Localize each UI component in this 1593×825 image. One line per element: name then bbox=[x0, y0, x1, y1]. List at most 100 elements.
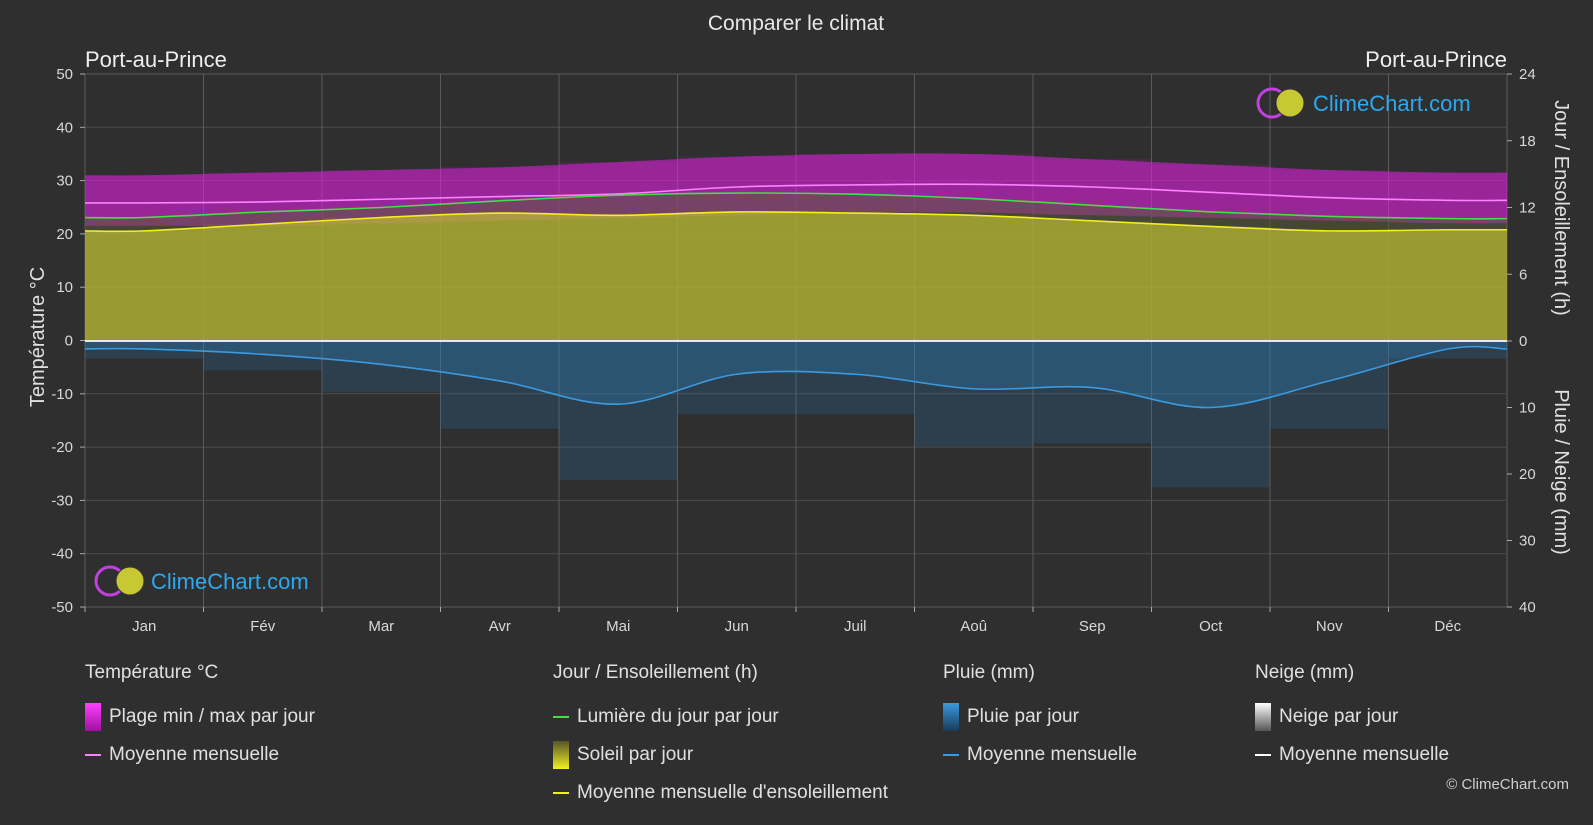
legend-item-sunshine: Soleil par jour bbox=[553, 736, 888, 774]
rain-bar bbox=[1151, 341, 1270, 488]
rain-bar bbox=[1270, 341, 1389, 429]
series-lines bbox=[84, 183, 1508, 409]
legend-item-temp-range: Plage min / max par jour bbox=[85, 698, 315, 736]
rain-bar bbox=[914, 341, 1033, 447]
legend-label: Pluie par jour bbox=[967, 706, 1079, 727]
x-tick-label: Jun bbox=[725, 618, 749, 635]
sunshine-area-fill bbox=[85, 211, 1507, 341]
copyright-text: © ClimeChart.com bbox=[1446, 776, 1569, 793]
legend-snow: Neige (mm) Neige par jour Moyenne mensue… bbox=[1255, 662, 1449, 774]
rain-bar bbox=[203, 341, 322, 371]
sunshine-mean-line bbox=[84, 211, 1508, 233]
legend-label: Plage min / max par jour bbox=[109, 706, 315, 727]
legend-label: Lumière du jour par jour bbox=[577, 706, 779, 727]
y-right-bottom-tick-label: 20 bbox=[1519, 466, 1536, 483]
axes: 50 40 30 20 10 0 -10 -20 -30 -40 -50 24 18 12 6 0 10 20 30… bbox=[51, 66, 1535, 635]
legend-label: Soleil par jour bbox=[577, 744, 694, 765]
y-left-tick-label: 10 bbox=[56, 279, 73, 296]
brand-logo-top: ClimeChart.com bbox=[1256, 87, 1471, 119]
y-left-tick-label: 30 bbox=[56, 173, 73, 190]
legend-temperature: Température °C Plage min / max par jour … bbox=[85, 662, 315, 774]
rain-bar bbox=[440, 341, 559, 429]
rain-bar bbox=[796, 341, 915, 415]
legend-rain: Pluie (mm) Pluie par jour Moyenne mensue… bbox=[943, 662, 1137, 774]
y-right-bottom-tick-label: 10 bbox=[1519, 400, 1536, 417]
x-tick-label: Jan bbox=[132, 618, 156, 635]
sunshine-bar bbox=[440, 213, 559, 341]
x-tick-label: Mar bbox=[368, 618, 394, 635]
rain-bar bbox=[322, 341, 441, 393]
legend-item-rain-mean: Moyenne mensuelle bbox=[943, 736, 1137, 774]
legend-title-sun: Jour / Ensoleillement (h) bbox=[553, 662, 758, 683]
legend-label: Moyenne mensuelle bbox=[967, 744, 1138, 765]
x-tick-label: Nov bbox=[1316, 618, 1343, 635]
logo-sun-icon bbox=[115, 566, 145, 596]
legend-label: Moyenne mensuelle bbox=[109, 744, 280, 765]
sunshine-bar bbox=[677, 211, 796, 341]
y-left-tick-label: -10 bbox=[51, 386, 73, 403]
location-left: Port-au-Prince bbox=[85, 47, 227, 72]
y-left-tick-label: 50 bbox=[56, 66, 73, 83]
logo-text: ClimeChart.com bbox=[151, 569, 309, 594]
sunshine-bar bbox=[322, 217, 441, 341]
sunshine-bar bbox=[559, 215, 678, 341]
sunshine-area bbox=[85, 192, 1507, 341]
x-tick-label: Avr bbox=[489, 618, 511, 635]
legend-item-sunshine-mean: Moyenne mensuelle d'ensoleillement bbox=[553, 774, 888, 812]
y-right-top-tick-label: 0 bbox=[1519, 333, 1527, 350]
snow-mean-swatch bbox=[1255, 754, 1271, 756]
sunshine-swatch bbox=[553, 741, 569, 769]
x-tick-label: Mai bbox=[606, 618, 630, 635]
location-right: Port-au-Prince bbox=[1365, 47, 1507, 72]
temp-range-swatch bbox=[85, 703, 101, 731]
x-tick-label: Fév bbox=[250, 618, 276, 635]
legend-item-temp-mean: Moyenne mensuelle bbox=[85, 736, 315, 774]
snow-swatch bbox=[1255, 703, 1271, 731]
x-tick-label: Oct bbox=[1199, 618, 1223, 635]
sunshine-bar bbox=[796, 213, 915, 341]
y-right-top-tick-label: 6 bbox=[1519, 266, 1527, 283]
y-axis-right-bottom-label: Pluie / Neige (mm) bbox=[1550, 389, 1572, 555]
legend-item-rain: Pluie par jour bbox=[943, 698, 1137, 736]
rain-bar bbox=[559, 341, 678, 480]
y-left-tick-label: 0 bbox=[65, 333, 73, 350]
legend-label: Moyenne mensuelle bbox=[1279, 744, 1450, 765]
rain-mean-line bbox=[84, 345, 1508, 409]
rain-bar bbox=[677, 341, 796, 415]
sunshine-bar bbox=[1151, 226, 1270, 341]
sunshine-bar bbox=[1270, 230, 1389, 341]
x-tick-label: Aoû bbox=[960, 618, 987, 635]
rain-area-fill bbox=[85, 341, 1507, 408]
daylight-swatch bbox=[553, 716, 569, 718]
legend-item-daylight: Lumière du jour par jour bbox=[553, 698, 888, 736]
sunshine-bar bbox=[85, 230, 204, 341]
legend-title-temperature: Température °C bbox=[85, 662, 219, 683]
logo-text: ClimeChart.com bbox=[1313, 91, 1471, 116]
legend-sun: Jour / Ensoleillement (h) Lumière du jou… bbox=[553, 662, 888, 812]
rain-swatch bbox=[943, 703, 959, 731]
y-axis-right-top-label: Jour / Ensoleillement (h) bbox=[1550, 100, 1572, 316]
sunshine-bar bbox=[1033, 220, 1152, 341]
temp-mean-swatch bbox=[85, 754, 101, 756]
legend-title-snow: Neige (mm) bbox=[1255, 662, 1355, 683]
sunshine-bar bbox=[1388, 229, 1507, 341]
x-tick-label: Déc bbox=[1434, 618, 1461, 635]
logo-sun-icon bbox=[1275, 88, 1305, 118]
y-right-top-tick-label: 12 bbox=[1519, 200, 1536, 217]
legend-item-snow-mean: Moyenne mensuelle bbox=[1255, 736, 1449, 774]
x-tick-label: Sep bbox=[1079, 618, 1106, 635]
legend-label: Neige par jour bbox=[1279, 706, 1399, 727]
y-left-tick-label: 40 bbox=[56, 119, 73, 136]
y-right-top-tick-label: 24 bbox=[1519, 66, 1536, 83]
y-left-tick-label: -50 bbox=[51, 599, 73, 616]
legend-item-snow: Neige par jour bbox=[1255, 698, 1449, 736]
temp-mean-line bbox=[84, 183, 1508, 204]
chart-title: Comparer le climat bbox=[708, 12, 884, 35]
sunshine-bar bbox=[203, 224, 322, 341]
daylight-line bbox=[84, 192, 1508, 220]
y-right-bottom-tick-label: 30 bbox=[1519, 533, 1536, 550]
temp-range-bar bbox=[1388, 172, 1507, 224]
y-right-bottom-tick-label: 40 bbox=[1519, 599, 1536, 616]
x-tick-label: Juil bbox=[844, 618, 867, 635]
